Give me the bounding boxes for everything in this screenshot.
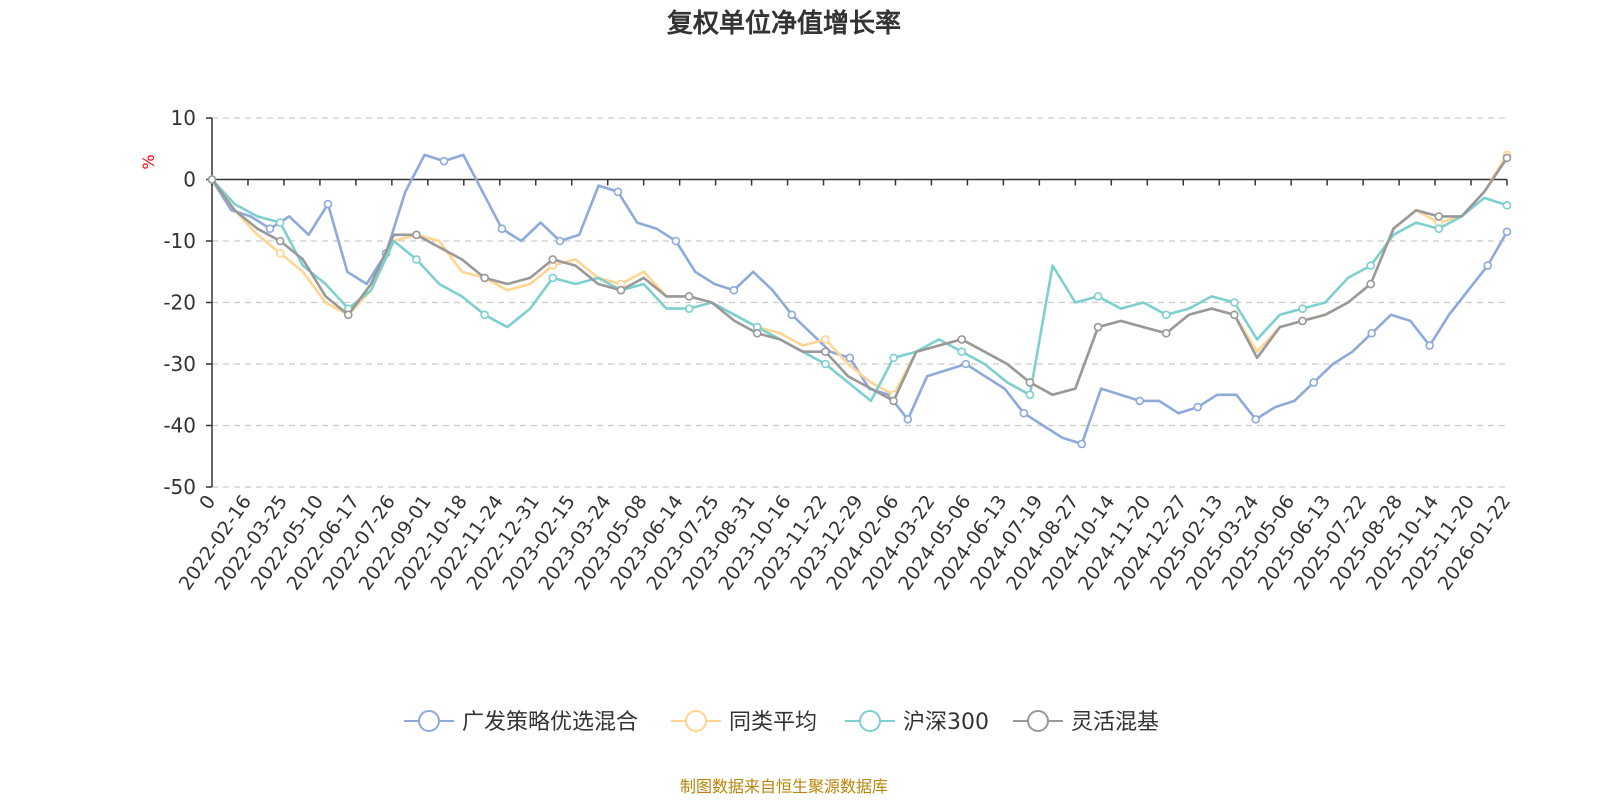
y-tick-label-0: 10: [171, 106, 196, 130]
series-2: [207, 175, 1512, 403]
y-axis-unit: %: [139, 154, 158, 169]
legend-marker-2: [859, 710, 881, 732]
series-3-point-6: [344, 310, 353, 320]
series-3-point-39: [1093, 322, 1103, 332]
series-0-point-57: [1309, 378, 1319, 387]
y-tick-labels: 10 0 -10 -20 -30 -40 -50: [163, 106, 196, 499]
series-0-point-54: [1251, 415, 1261, 424]
series-3-point-48: [1298, 316, 1307, 326]
series-lines: [207, 150, 1512, 449]
legend[interactable]: 广发策略优选混合 同类平均 沪深300 灵活混基: [404, 710, 1159, 735]
series-0-point-51: [1193, 402, 1203, 412]
series-2-point-48: [1298, 304, 1307, 313]
series-1-point-27: [821, 335, 830, 344]
series-3-point-0: [207, 175, 217, 184]
series-0-point-21: [613, 187, 623, 197]
series-0-point-45: [1077, 439, 1087, 449]
series-0-point-27: [729, 285, 739, 295]
y-tick-label-2: -10: [163, 229, 196, 253]
series-line-2: [211, 178, 1508, 403]
series-2-point-3: [275, 218, 285, 227]
series-0-point-42: [1019, 408, 1029, 418]
series-0-point-6: [323, 199, 333, 209]
series-3-point-18: [616, 285, 626, 295]
legend-marker-1: [685, 710, 707, 732]
series-2-point-12: [480, 310, 489, 320]
series-1: [207, 150, 1512, 400]
series-2-point-21: [684, 304, 694, 313]
series-0-point-67: [1502, 227, 1512, 237]
chart-title: 复权单位净值增长率: [667, 8, 901, 39]
series-0-point-60: [1367, 328, 1377, 338]
series-3-point-3: [275, 236, 285, 246]
series-3-point-42: [1161, 328, 1171, 338]
series-0-point-66: [1483, 261, 1492, 270]
legend-label-3: 灵活混基: [1071, 710, 1159, 735]
legend-label-2: 沪深300: [903, 710, 989, 735]
series-3-point-9: [412, 230, 421, 240]
series-0: [207, 153, 1512, 449]
series-0-point-33: [845, 353, 855, 363]
series-0-point-12: [439, 156, 449, 166]
series-3: [207, 153, 1512, 406]
series-2-point-27: [821, 359, 830, 369]
source-note: 制图数据来自恒生聚源数据库: [680, 777, 888, 796]
legend-marker-0: [418, 710, 440, 732]
series-line-0: [210, 153, 1509, 446]
legend-marker-3: [1027, 710, 1049, 732]
y-tick-label-6: -50: [163, 475, 196, 499]
series-2-point-54: [1434, 224, 1444, 233]
series-3-point-24: [752, 328, 762, 338]
series-0-point-30: [787, 310, 797, 320]
series-0-point-18: [555, 236, 565, 246]
series-2-point-9: [412, 255, 421, 264]
series-0-point-39: [961, 359, 971, 369]
series-3-point-21: [684, 292, 694, 301]
series-0-point-24: [671, 236, 681, 246]
series-0-point-15: [497, 224, 507, 233]
series-3-point-36: [1025, 378, 1035, 387]
series-2-point-42: [1161, 310, 1171, 320]
legend-item-3[interactable]: 灵活混基: [1013, 710, 1159, 735]
legend-item-0[interactable]: 广发策略优选混合: [404, 710, 638, 735]
series-0-point-36: [903, 415, 913, 424]
y-tick-label-1: 0: [183, 168, 196, 192]
series-2-point-39: [1093, 292, 1103, 301]
legend-item-1[interactable]: 同类平均: [671, 710, 817, 735]
series-2-point-33: [957, 347, 967, 357]
series-0-point-48: [1135, 396, 1145, 406]
y-tick-label-4: -30: [163, 352, 196, 376]
series-3-point-33: [957, 335, 967, 344]
series-3-point-15: [548, 255, 558, 264]
legend-item-2[interactable]: 沪深300: [845, 710, 989, 735]
series-line-3: [210, 157, 1509, 403]
series-3-point-27: [821, 347, 830, 357]
series-2-point-57: [1502, 201, 1512, 210]
legend-label-0: 广发策略优选混合: [462, 710, 638, 735]
x-tick-labels: 02022-02-162022-03-252022-05-102022-06-1…: [175, 491, 1515, 594]
y-tick-label-5: -40: [163, 414, 196, 438]
series-2-point-30: [889, 353, 898, 363]
x-tick-label-0: 0: [195, 491, 220, 514]
legend-label-1: 同类平均: [729, 710, 817, 735]
series-3-point-51: [1366, 279, 1375, 289]
series-3-point-30: [889, 396, 898, 406]
y-tick-label-3: -20: [163, 291, 196, 315]
series-2-point-45: [1230, 298, 1239, 307]
series-2-point-15: [548, 273, 558, 283]
series-1-point-3: [275, 249, 285, 258]
series-3-point-54: [1434, 212, 1444, 221]
series-0-point-63: [1425, 341, 1434, 350]
series-2-point-36: [1025, 390, 1035, 400]
series-2-point-51: [1366, 261, 1375, 270]
grid-lines: [212, 117, 1507, 488]
series-3-point-57: [1502, 153, 1512, 163]
series-3-point-12: [480, 273, 489, 283]
series-0-point-3: [265, 224, 275, 233]
series-3-point-45: [1230, 310, 1239, 320]
